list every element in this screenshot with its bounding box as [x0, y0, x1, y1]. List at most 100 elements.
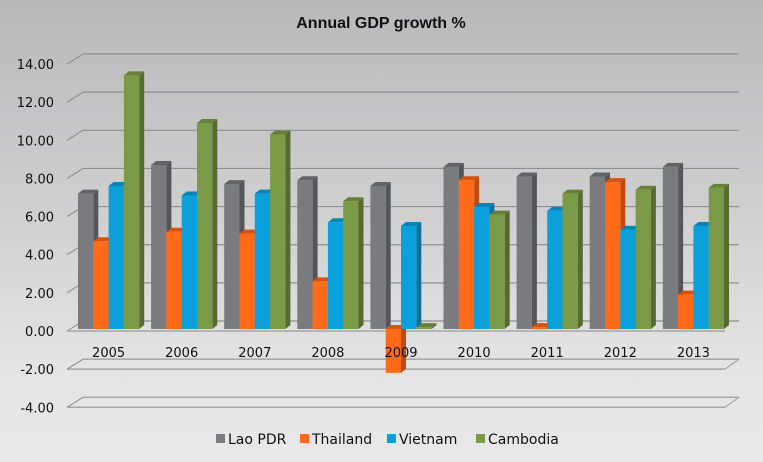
bar-group-2008: [297, 176, 364, 329]
bar-top: [123, 71, 145, 76]
y-tick-label: -2.00: [20, 363, 54, 378]
bar-lao-pdr-2011: [516, 176, 532, 329]
bar-thailand-2010: [458, 180, 475, 329]
legend-swatch: [476, 434, 485, 443]
bar-thailand-2013: [678, 294, 694, 329]
y-tick-label: 10.00: [17, 134, 54, 149]
bar-group-2013: [662, 162, 729, 329]
bar-thailand-2005: [93, 241, 109, 329]
bars: [78, 71, 729, 373]
legend: Lao PDR Thailand Vietnam Cambodia: [216, 432, 559, 448]
bar-top: [605, 178, 626, 183]
bar-side: [401, 325, 406, 373]
bar-group-2012: [589, 172, 656, 329]
bar-top: [547, 206, 568, 211]
bar-lao-pdr-2010: [443, 166, 459, 329]
bar-top: [693, 222, 714, 227]
bar-side: [504, 210, 510, 329]
y-tick-label: 12.00: [17, 96, 54, 111]
bar-thailand-2007: [239, 233, 255, 329]
x-tick-label: 2007: [238, 346, 271, 361]
bar-cambodia-2007: [270, 134, 286, 329]
bar-side: [358, 197, 364, 329]
gridline-tick: [66, 91, 84, 103]
bar-side: [577, 189, 583, 329]
bar-vietnam-2011: [547, 210, 563, 329]
bar-lao-pdr-2006: [151, 164, 167, 329]
y-axis: -4.00 -2.00 0.00 2.00 4.00 6.00 8.00 10.00 12.00…: [17, 58, 54, 416]
bar-top: [93, 237, 114, 242]
y-tick-label: 14.00: [17, 58, 54, 73]
chart-title: Annual GDP growth %: [296, 15, 465, 32]
legend-item: Lao PDR: [216, 432, 287, 448]
bar-top: [297, 176, 318, 181]
bar-group-2010: [443, 162, 510, 329]
legend-label: Lao PDR: [228, 432, 287, 448]
gridline-tick: [724, 358, 740, 370]
y-tick-label: 0.00: [25, 325, 54, 340]
bar-lao-pdr-2009: [370, 185, 386, 329]
bar-top: [474, 202, 495, 207]
legend-swatch: [387, 434, 396, 443]
gridline-tick: [66, 358, 84, 370]
x-tick-label: 2011: [531, 346, 564, 361]
bar-top: [151, 160, 172, 165]
x-tick-label: 2009: [384, 346, 417, 361]
y-tick-label: 6.00: [25, 211, 54, 226]
bar-top: [401, 222, 422, 227]
bar-top: [708, 183, 729, 188]
bar-lao-pdr-2008: [297, 180, 313, 329]
bar-vietnam-2013: [693, 226, 709, 329]
bar-group-2009: [370, 181, 437, 373]
x-tick-label: 2008: [311, 346, 344, 361]
bar-top: [254, 189, 276, 194]
bar-side: [724, 183, 729, 329]
bar-cambodia-2012: [635, 189, 651, 329]
bar-thailand-2008: [312, 281, 328, 329]
bar-top: [443, 162, 464, 167]
bar-top: [78, 189, 99, 194]
bar-group-2005: [78, 71, 145, 329]
bar-cambodia-2010: [489, 214, 505, 329]
bar-top: [489, 210, 510, 215]
bar-lao-pdr-2005: [78, 193, 94, 329]
bar-side: [285, 130, 291, 329]
y-tick-label: 8.00: [25, 172, 54, 187]
legend-item: Thailand: [300, 432, 372, 448]
gridline-tick: [66, 168, 84, 179]
bar-thailand-2006: [166, 231, 182, 329]
y-tick-label: 2.00: [25, 287, 54, 302]
bar-top: [562, 189, 583, 194]
bar-top: [181, 191, 202, 196]
bar-cambodia-2009: [416, 327, 432, 329]
x-tick-label: 2012: [604, 346, 637, 361]
bar-top: [108, 181, 129, 186]
bar-side: [212, 119, 218, 329]
bar-top: [662, 162, 684, 167]
bar-group-2006: [151, 119, 218, 329]
bar-top: [620, 225, 641, 230]
bar-top: [516, 172, 537, 177]
bar-side: [678, 162, 684, 329]
bar-vietnam-2010: [474, 206, 490, 329]
bar-top: [531, 323, 553, 328]
bar-top: [589, 172, 610, 177]
legend-item: Vietnam: [387, 432, 457, 448]
y-tick-label: -4.00: [20, 401, 54, 416]
bar-cambodia-2011: [562, 193, 578, 329]
bar-cambodia-2006: [197, 123, 213, 329]
bar-top: [166, 227, 187, 232]
x-axis: 2005 2006 2007 2008 2009 2010 2011 2012 2013: [92, 346, 710, 361]
bar-top: [635, 185, 656, 190]
bar-top: [416, 323, 437, 328]
bar-vietnam-2008: [327, 222, 344, 329]
bar-side: [139, 71, 145, 329]
bar-top: [270, 130, 291, 135]
gridline-tick: [66, 129, 84, 141]
bar-top: [224, 180, 245, 185]
bar-vietnam-2009: [401, 226, 417, 329]
bar-side: [385, 181, 391, 329]
bar-group-2011: [516, 172, 583, 329]
bar-top: [343, 197, 364, 202]
